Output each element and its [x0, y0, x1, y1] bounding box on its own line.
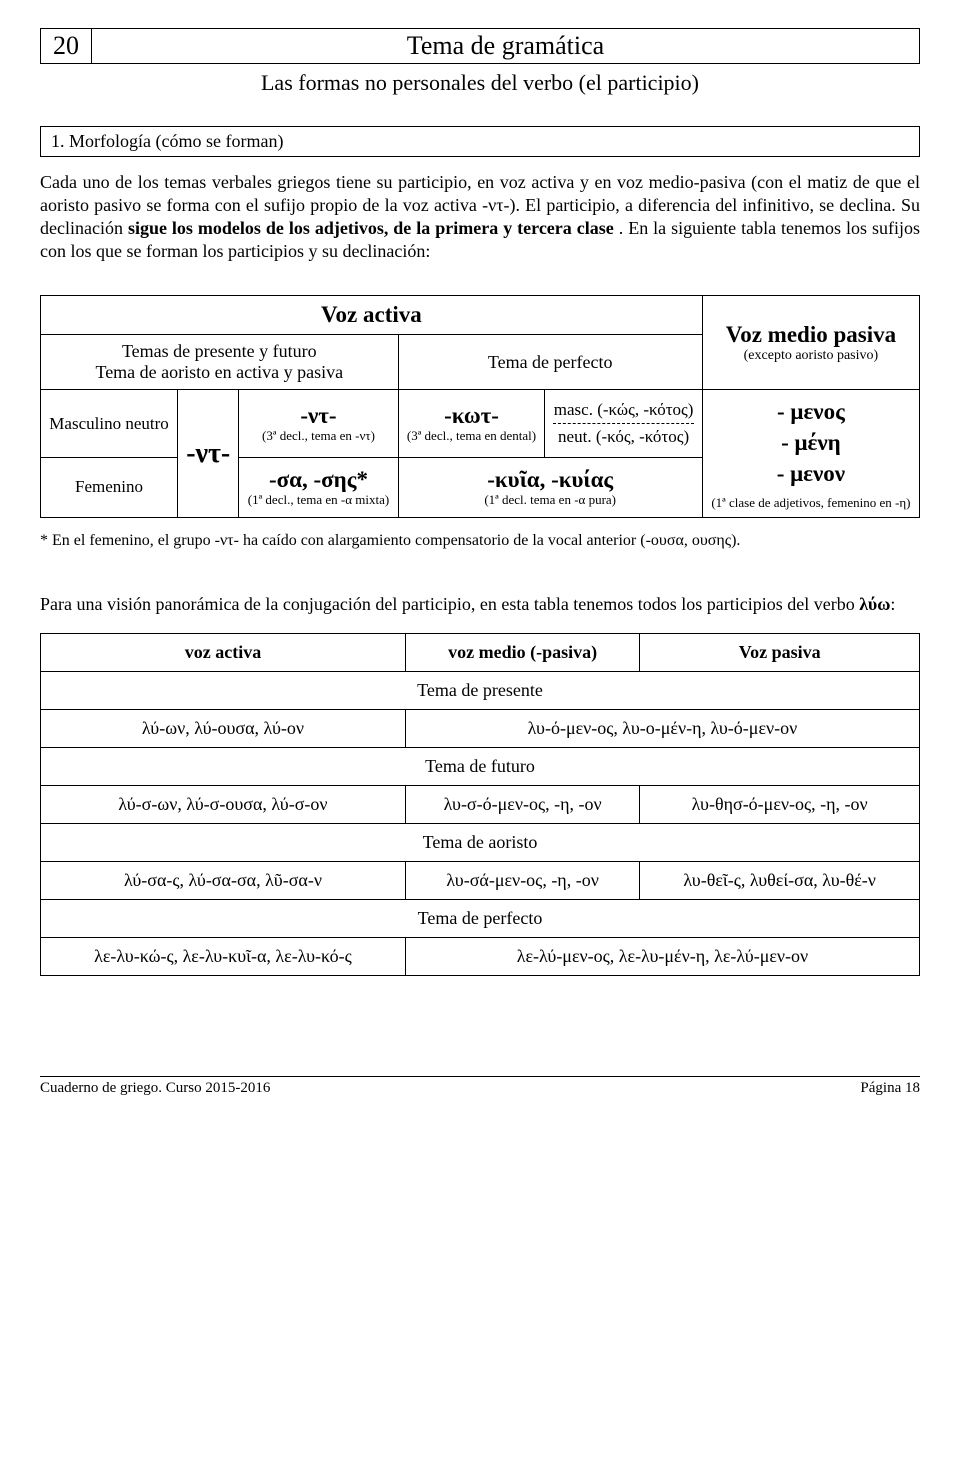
col-active: voz activa [41, 633, 406, 671]
mene: - μένη [711, 427, 911, 458]
section-heading: 1. Morfología (cómo se forman) [40, 126, 920, 157]
sa-cell: -σα, -σης* (1ª decl., tema en -α mixta) [239, 458, 398, 518]
intro2-tail: : [890, 594, 895, 614]
fut-passive: λυ-θησ-ό-μεν-ος, -η, -ον [640, 785, 920, 823]
col-active: Voz activa [41, 296, 703, 335]
intro-paragraph: Cada uno de los temas verbales griegos t… [40, 171, 920, 263]
neut-form: neut. (-κός, -κότος) [553, 427, 693, 447]
nt-big: -ντ- [178, 390, 239, 518]
kuia-note: (1ª decl. tema en -α pura) [407, 492, 694, 508]
table2-intro: Para una visión panorámica de la conjuga… [40, 594, 920, 615]
suffix-table: Voz activa Voz medio pasiva (excepto aor… [40, 295, 920, 518]
aor-medio: λυ-σά-μεν-ος, -η, -ον [405, 861, 639, 899]
para-bold: sigue los modelos de los adjetivos, de l… [128, 218, 614, 238]
mp-subtitle: (excepto aoristo pasivo) [711, 348, 911, 364]
aor-passive: λυ-θεῖ-ς, λυθεί-σα, λυ-θέ-ν [640, 861, 920, 899]
menon: - μενον [711, 458, 911, 489]
masc-neut-forms: masc. (-κώς, -κότος) neut. (-κός, -κότος… [545, 390, 702, 458]
menos: - μενος [711, 396, 911, 427]
chapter-number: 20 [41, 29, 92, 63]
tense-future: Tema de futuro [41, 747, 920, 785]
mp-title: Voz medio pasiva [726, 322, 896, 347]
col-medio: voz medio (-pasiva) [405, 633, 639, 671]
tense-perfect: Tema de perfecto [41, 899, 920, 937]
nt-suffix: -ντ- [300, 403, 336, 428]
fut-active: λύ-σ-ων, λύ-σ-ουσα, λύ-σ-ον [41, 785, 406, 823]
perf-mp: λε-λύ-μεν-ος, λε-λυ-μέν-η, λε-λύ-μεν-ον [405, 937, 919, 975]
masc-form: masc. (-κώς, -κότος) [553, 400, 693, 424]
sa-suffix: -σα, -σης* [269, 467, 368, 492]
mp-note: (1ª clase de adjetivos, femenino en -η) [711, 495, 911, 511]
kwt-note: (3ª decl., tema en dental) [407, 428, 537, 444]
intro2-text: Para una visión panorámica de la conjuga… [40, 594, 859, 614]
kuia-cell: -κυῖα, -κυίας (1ª decl. tema en -α pura) [398, 458, 702, 518]
footer-left: Cuaderno de griego. Curso 2015-2016 [40, 1080, 270, 1097]
theme-pres-fut: Temas de presente y futuro Tema de aoris… [41, 335, 399, 390]
tense-present: Tema de presente [41, 671, 920, 709]
kwt-cell: -κωτ- (3ª decl., tema en dental) [398, 390, 545, 458]
chapter-header: 20 Tema de gramática [40, 28, 920, 64]
page-footer: Cuaderno de griego. Curso 2015-2016 Pági… [40, 1076, 920, 1097]
perf-active: λε-λυ-κώ-ς, λε-λυ-κυῖ-α, λε-λυ-κό-ς [41, 937, 406, 975]
fut-medio: λυ-σ-ό-μεν-ος, -η, -ον [405, 785, 639, 823]
row-masc-neut: Masculino neutro [41, 390, 178, 458]
footer-right: Página 18 [860, 1080, 920, 1097]
chapter-subtitle: Las formas no personales del verbo (el p… [40, 70, 920, 96]
kwt-suffix: -κωτ- [444, 403, 499, 428]
verb-luo: λύω [859, 594, 890, 614]
row-fem: Femenino [41, 458, 178, 518]
aor-active: λύ-σα-ς, λύ-σα-σα, λῦ-σα-ν [41, 861, 406, 899]
col-mediopassive: Voz medio pasiva (excepto aoristo pasivo… [702, 296, 919, 390]
pres-mp: λυ-ό-μεν-ος, λυ-ο-μέν-η, λυ-ό-μεν-ον [405, 709, 919, 747]
col-passive: Voz pasiva [640, 633, 920, 671]
theme-perfect: Tema de perfecto [398, 335, 702, 390]
nt-note: (3ª decl., tema en -ντ) [247, 428, 389, 444]
conjugation-table: voz activa voz medio (-pasiva) Voz pasiv… [40, 633, 920, 976]
footnote: * En el femenino, el grupo -ντ- ha caído… [40, 532, 920, 550]
tense-aorist: Tema de aoristo [41, 823, 920, 861]
kuia-suffix: -κυῖα, -κυίας [487, 467, 613, 492]
pres-active: λύ-ων, λύ-ουσα, λύ-ον [41, 709, 406, 747]
mp-forms-cell: - μενος - μένη - μενον (1ª clase de adje… [702, 390, 919, 518]
nt-cell: -ντ- (3ª decl., tema en -ντ) [239, 390, 398, 458]
sa-note: (1ª decl., tema en -α mixta) [247, 492, 389, 508]
chapter-title: Tema de gramática [92, 29, 919, 63]
